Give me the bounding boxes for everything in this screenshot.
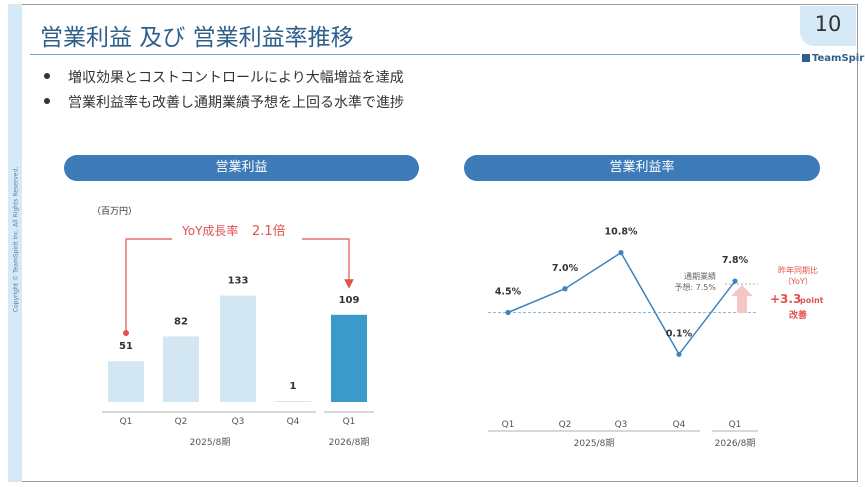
- data-point: [732, 278, 738, 284]
- period-label: 2026/8期: [715, 438, 756, 449]
- page-number: 10: [814, 12, 842, 36]
- bar-value-label: 82: [174, 316, 188, 327]
- title-divider: [30, 54, 800, 55]
- chart-title-operating-margin: 営業利益率: [464, 155, 820, 181]
- forecast-label: 通期業績: [684, 271, 716, 281]
- x-tick-label: Q1: [120, 417, 133, 427]
- bar-value-label: 133: [228, 276, 249, 287]
- slide-frame: [8, 4, 858, 482]
- bullet-text: 営業利益率も改善し通期業績予想を上回る水準で進捗: [68, 95, 404, 111]
- yoy-caption: （YoY）: [783, 277, 813, 286]
- improvement-arrow-icon: [731, 285, 753, 313]
- data-value-label: 4.5%: [495, 287, 522, 298]
- margin-series-line: [507, 251, 736, 356]
- brand-name: TeamSpirit: [812, 53, 865, 64]
- bar-value-label: 1: [290, 381, 297, 392]
- bullet-item: 増収効果とコストコントロールにより大幅増益を達成: [44, 66, 404, 91]
- bullet-item: 営業利益率も改善し通期業績予想を上回る水準で進捗: [44, 91, 404, 116]
- data-value-label: 0.1%: [666, 328, 693, 339]
- yoy-improvement-value: +3.3: [770, 292, 801, 306]
- forecast-label: 予想: 7.5%: [674, 282, 716, 292]
- bar: [163, 336, 199, 402]
- x-tick-label: Q1: [729, 420, 742, 430]
- left-accent-bar: [8, 4, 22, 482]
- brand-logo: TeamSpirit: [802, 53, 865, 64]
- x-tick-label: Q2: [559, 420, 572, 430]
- yoy-bracket-start-dot: [123, 330, 129, 336]
- x-tick-label: Q1: [343, 417, 356, 427]
- bar: [331, 314, 367, 402]
- x-tick-label: Q4: [673, 420, 686, 430]
- yoy-caption: 昨年同期比: [778, 265, 818, 275]
- page-number-box: [800, 6, 856, 46]
- x-tick-label: Q3: [615, 420, 628, 430]
- bar: [220, 295, 256, 402]
- x-tick-label: Q3: [232, 417, 245, 427]
- data-value-label: 7.8%: [722, 255, 749, 266]
- bar: [275, 401, 311, 402]
- unit-label: （百万円）: [92, 207, 138, 217]
- data-point: [562, 286, 568, 292]
- period-label: 2025/8期: [574, 438, 615, 449]
- operating-profit-bar-chart: 51 Q1 82 Q2 133 Q3 1 Q4 109 Q1 2025/8期 2026/8期 YoY成長…: [102, 222, 374, 448]
- bullet-dot-icon: [44, 98, 50, 104]
- bullet-dot-icon: [44, 73, 50, 79]
- bullet-list: 増収効果とコストコントロールにより大幅増益を達成 営業利益率も改善し通期業績予想…: [44, 66, 404, 116]
- data-value-label: 10.8%: [605, 227, 638, 238]
- bar-value-label: 109: [339, 295, 360, 306]
- data-value-label: 7.0%: [552, 263, 579, 274]
- data-point: [618, 250, 624, 256]
- period-label: 2026/8期: [329, 437, 370, 448]
- yoy-improvement-unit: point: [800, 296, 824, 305]
- x-tick-label: Q1: [502, 420, 515, 430]
- x-tick-label: Q4: [287, 417, 300, 427]
- page-title: 営業利益 及び 営業利益率推移: [40, 25, 354, 51]
- bullet-text: 増収効果とコストコントロールにより大幅増益を達成: [68, 70, 404, 86]
- yoy-label-background: [172, 222, 302, 240]
- operating-margin-line-chart: 通期業績予想: 7.5% 4.5% Q1 7.0% Q2 10.8% Q3 0.1% Q4 7.8…: [488, 227, 824, 449]
- bar-value-label: 51: [119, 341, 133, 352]
- data-point: [676, 351, 682, 357]
- bar: [108, 361, 144, 402]
- chart-title-operating-profit: 営業利益: [64, 155, 419, 181]
- yoy-annotation-text: YoY成長率: [181, 223, 238, 238]
- x-tick-label: Q2: [175, 417, 188, 427]
- brand-mark-icon: [802, 54, 810, 62]
- yoy-annotation-value: 2.1倍: [252, 224, 286, 239]
- period-label: 2025/8期: [190, 437, 231, 448]
- yoy-improvement-text: 改善: [789, 309, 807, 321]
- data-point: [505, 309, 511, 316]
